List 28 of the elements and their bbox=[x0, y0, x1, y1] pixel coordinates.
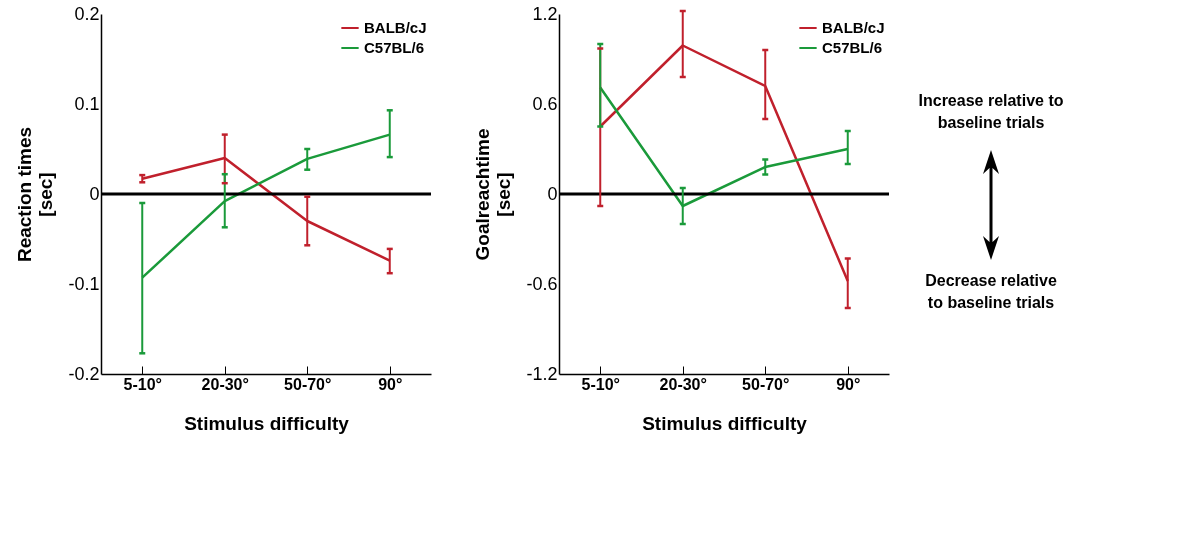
y-tick-label: -0.1 bbox=[68, 273, 100, 294]
y-tick-label: -1.2 bbox=[526, 363, 558, 384]
y-tick-label: 1.2 bbox=[532, 3, 558, 24]
y-tick-label: 0 bbox=[547, 183, 558, 204]
x-tick-label: 5-10° bbox=[581, 375, 620, 393]
y-axis-title: Reaction times [sec] bbox=[14, 126, 57, 263]
x-tick-label: 90° bbox=[378, 375, 403, 393]
x-axis-title: Stimulus difficulty bbox=[184, 412, 350, 434]
y-tick-label: 0.2 bbox=[74, 3, 100, 24]
legend-label: C57BL/6 bbox=[364, 39, 425, 56]
y-tick-label: -0.6 bbox=[526, 273, 558, 294]
y-tick-label: -0.2 bbox=[68, 363, 100, 384]
x-tick-label: 50-70° bbox=[742, 375, 790, 393]
y-tick-label: 0 bbox=[89, 183, 100, 204]
y-tick-label: 0.6 bbox=[532, 93, 558, 114]
x-tick-label: 20-30° bbox=[659, 375, 707, 393]
x-tick-label: 90° bbox=[836, 375, 861, 393]
x-tick-label: 5-10° bbox=[123, 375, 162, 393]
legend-label: BALB/cJ bbox=[822, 19, 885, 36]
y-tick-label: 0.1 bbox=[74, 93, 100, 114]
x-tick-label: 20-30° bbox=[201, 375, 249, 393]
legend-label: BALB/cJ bbox=[364, 19, 427, 36]
y-axis-title: Goalreachtime [sec] bbox=[472, 128, 515, 261]
text: Increase relative to baseline trials bbox=[917, 91, 1065, 133]
x-tick-label: 50-70° bbox=[284, 375, 332, 393]
legend-label: C57BL/6 bbox=[822, 39, 883, 56]
text: Decrease relative to baseline trials bbox=[924, 271, 1058, 313]
x-axis-title: Stimulus difficulty bbox=[642, 412, 808, 434]
